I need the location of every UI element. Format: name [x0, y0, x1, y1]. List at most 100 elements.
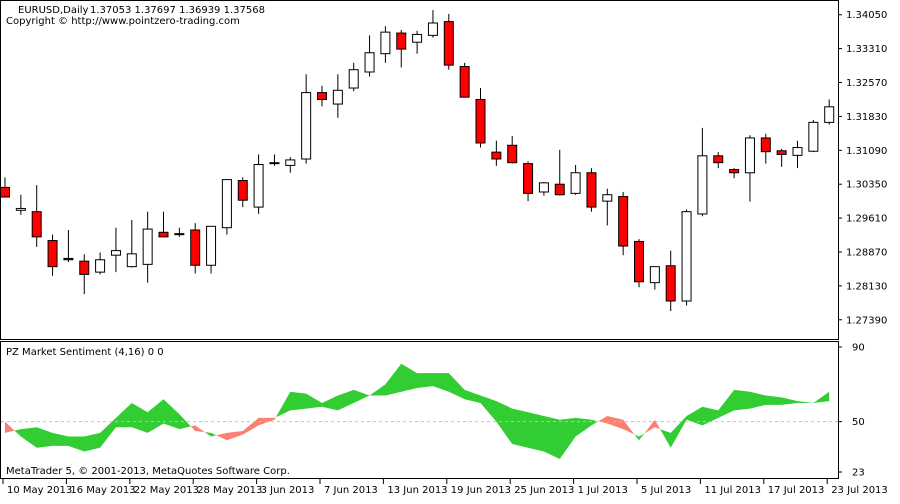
bull-candle: [348, 69, 359, 89]
price-tick-label: 1.32570: [846, 78, 887, 89]
indicator-tick-label: 90: [852, 343, 865, 354]
time-tick-label: 13 Jun 2013: [387, 485, 447, 496]
bull-candle: [15, 207, 26, 211]
candle-group: [0, 10, 835, 312]
bear-candle: [396, 32, 407, 50]
bull-candle: [681, 211, 692, 302]
time-tick-label: 25 Jun 2013: [514, 485, 574, 496]
indicator-axis: 90 50 23: [838, 343, 865, 479]
time-tick-label: 7 Jun 2013: [324, 485, 378, 496]
bear-candle: [475, 98, 486, 144]
bear-candle: [618, 196, 629, 247]
bull-candle: [427, 22, 438, 36]
bull-candle: [380, 31, 391, 55]
time-tick-label: 5 Jul 2013: [641, 485, 691, 496]
bear-candle: [491, 151, 502, 160]
bear-candle: [0, 186, 10, 198]
bull-candle: [126, 253, 137, 268]
bull-candle: [649, 266, 660, 284]
bear-candle: [31, 211, 42, 238]
bull-candle: [301, 92, 312, 160]
price-tick-label: 1.31830: [846, 112, 887, 123]
bear-candle: [317, 92, 327, 100]
bearish-sentiment-area: [190, 425, 205, 433]
time-tick-label: 17 Jul 2013: [768, 485, 825, 496]
bear-candle: [79, 260, 90, 275]
bear-candle: [665, 265, 676, 302]
bull-candle: [285, 159, 296, 166]
bull-candle: [95, 259, 106, 273]
bullish-sentiment-area: [14, 399, 191, 452]
indicator-title: PZ Market Sentiment (4,16) 0 0: [6, 347, 164, 358]
price-tick-label: 1.27390: [846, 315, 887, 326]
time-tick-label: 23 Jul 2013: [831, 485, 888, 496]
bull-candle: [697, 155, 708, 215]
bull-candle: [206, 225, 217, 266]
bear-candle: [713, 155, 724, 164]
time-tick-label: 19 Jun 2013: [451, 485, 511, 496]
indicator-tick-label: 23: [852, 468, 865, 479]
bull-candle: [602, 194, 613, 202]
bull-candle: [744, 137, 755, 174]
bearish-sentiment-area: [216, 417, 276, 441]
time-tick-label: 16 May 2013: [70, 485, 135, 496]
price-panel-frame: [0, 0, 839, 340]
bull-candle: [221, 179, 232, 229]
bull-candle: [174, 233, 185, 236]
bear-candle: [554, 183, 565, 196]
bull-candle: [792, 147, 803, 156]
price-tick-label: 1.29610: [846, 214, 887, 225]
bull-candle: [253, 164, 264, 208]
ohlc-label: 1.37053 1.37697 1.36939 1.37568: [90, 5, 265, 16]
bear-candle: [523, 163, 534, 194]
time-tick-label: 3 Jun 2013: [261, 485, 315, 496]
bearish-sentiment-area: [598, 416, 635, 435]
bear-candle: [190, 229, 201, 266]
bearish-sentiment-area: [644, 419, 661, 434]
time-tick-label: 11 Jul 2013: [704, 485, 761, 496]
bear-candle: [237, 180, 248, 201]
time-tick-label: 28 May 2013: [197, 485, 262, 496]
sentiment-area-group: [5, 363, 830, 459]
bullish-sentiment-area: [275, 363, 599, 459]
bull-candle: [364, 52, 375, 73]
bear-candle: [586, 172, 597, 208]
price-tick-label: 1.28130: [846, 281, 887, 292]
bullish-sentiment-area: [660, 389, 830, 448]
bull-candle: [269, 162, 280, 165]
bear-candle: [776, 150, 787, 155]
bear-candle: [63, 257, 74, 261]
bull-candle: [110, 250, 121, 256]
bear-candle: [47, 240, 58, 268]
bullish-sentiment-area: [634, 433, 645, 441]
bull-candle: [824, 106, 835, 123]
bull-candle: [808, 121, 819, 152]
bear-candle: [158, 231, 169, 238]
bear-candle: [443, 21, 454, 66]
bear-candle: [634, 240, 644, 283]
bull-candle: [538, 182, 549, 193]
price-tick-label: 1.33310: [846, 44, 887, 55]
bull-candle: [332, 89, 343, 105]
copyright-label: Copyright © http://www.pointzero-trading…: [6, 16, 240, 27]
bull-candle: [570, 172, 581, 194]
bear-candle: [507, 144, 518, 164]
platform-footer: MetaTrader 5, © 2001-2013, MetaQuotes So…: [6, 466, 290, 477]
symbol-label: EURUSD,Daily: [18, 5, 89, 16]
price-tick-label: 1.31090: [846, 146, 887, 157]
bear-candle: [459, 65, 470, 98]
price-tick-label: 1.28870: [846, 247, 887, 258]
bear-candle: [729, 169, 740, 174]
bear-candle: [760, 137, 771, 153]
bull-candle: [142, 228, 153, 265]
bull-candle: [412, 33, 423, 43]
bullish-sentiment-area: [204, 432, 217, 437]
price-tick-label: 1.34050: [846, 10, 887, 21]
bearish-sentiment-area: [5, 421, 15, 433]
price-tick-label: 1.30350: [846, 180, 887, 191]
time-tick-label: 22 May 2013: [134, 485, 199, 496]
price-axis: 1.34050 1.33310 1.32570 1.31830 1.31090 1.303…: [838, 10, 887, 326]
